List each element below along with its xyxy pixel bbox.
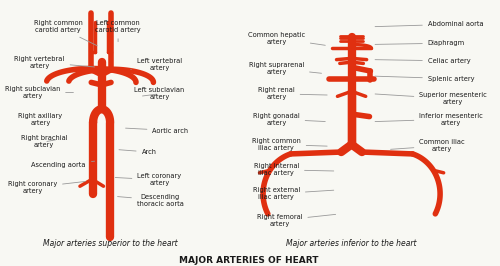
Text: Splenic artery: Splenic artery bbox=[375, 76, 474, 82]
Text: Right gonadal
artery: Right gonadal artery bbox=[253, 113, 326, 126]
Text: Right suprarenal
artery: Right suprarenal artery bbox=[248, 62, 322, 75]
Text: Common iliac
artery: Common iliac artery bbox=[390, 139, 465, 152]
Text: Right internal
iliac artery: Right internal iliac artery bbox=[254, 163, 334, 176]
Text: Ascending aorta: Ascending aorta bbox=[32, 161, 94, 168]
Text: Diaphragm: Diaphragm bbox=[375, 40, 465, 46]
Text: Left vertebral
artery: Left vertebral artery bbox=[130, 58, 182, 71]
Text: Right vertebral
artery: Right vertebral artery bbox=[14, 56, 94, 69]
Text: Right common
carotid artery: Right common carotid artery bbox=[34, 20, 97, 46]
Text: Major arteries inferior to the heart: Major arteries inferior to the heart bbox=[286, 239, 417, 248]
Text: Right external
iliac artery: Right external iliac artery bbox=[252, 187, 334, 200]
Text: Right renal
artery: Right renal artery bbox=[258, 87, 327, 100]
Text: Right subclavian
artery: Right subclavian artery bbox=[4, 86, 73, 99]
Text: Right coronary
artery: Right coronary artery bbox=[8, 181, 85, 194]
Text: Descending
thoracic aorta: Descending thoracic aorta bbox=[118, 194, 184, 207]
Text: Major arteries superior to the heart: Major arteries superior to the heart bbox=[43, 239, 178, 248]
Text: Right femoral
artery: Right femoral artery bbox=[256, 214, 336, 227]
Text: Celiac artery: Celiac artery bbox=[375, 58, 470, 64]
Text: Aortic arch: Aortic arch bbox=[126, 127, 188, 134]
Text: Right common
iliac artery: Right common iliac artery bbox=[252, 138, 327, 151]
Text: Superior mesenteric
artery: Superior mesenteric artery bbox=[375, 92, 487, 105]
Text: Arch: Arch bbox=[119, 149, 156, 155]
Text: Common hepatic
artery: Common hepatic artery bbox=[248, 32, 326, 45]
Text: Left subclavian
artery: Left subclavian artery bbox=[134, 87, 184, 100]
Text: Abdominal aorta: Abdominal aorta bbox=[375, 21, 484, 27]
Text: Left common
carotid artery: Left common carotid artery bbox=[96, 20, 141, 42]
Text: Right brachial
artery: Right brachial artery bbox=[21, 135, 68, 148]
Text: MAJOR ARTERIES OF HEART: MAJOR ARTERIES OF HEART bbox=[179, 256, 318, 265]
Text: Left coronary
artery: Left coronary artery bbox=[115, 173, 182, 186]
Text: Right axillary
artery: Right axillary artery bbox=[18, 113, 62, 126]
Text: Inferior mesenteric
artery: Inferior mesenteric artery bbox=[375, 113, 483, 126]
